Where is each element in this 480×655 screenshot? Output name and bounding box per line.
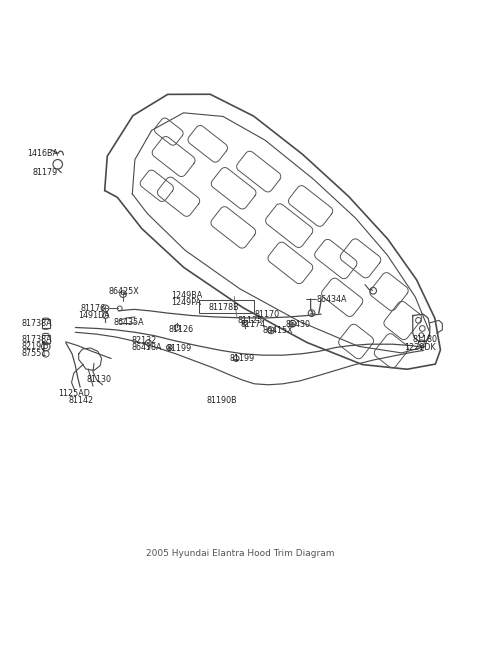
Bar (42, 335, 49, 343)
Text: 81179: 81179 (33, 168, 58, 177)
Text: 81176: 81176 (80, 304, 105, 313)
Text: 81199: 81199 (166, 344, 192, 353)
Bar (199, 300, 254, 313)
Text: 82191: 82191 (22, 342, 47, 351)
Text: 86438A: 86438A (131, 343, 162, 352)
Text: 1125AD: 1125AD (59, 389, 91, 398)
Text: 86425X: 86425X (109, 287, 140, 296)
Text: 81142: 81142 (68, 396, 93, 405)
Text: 81199: 81199 (229, 354, 255, 363)
Text: 81190B: 81190B (206, 396, 237, 405)
Text: 86430: 86430 (285, 320, 311, 329)
Bar (42, 320, 49, 328)
Text: 81180: 81180 (413, 335, 438, 344)
Text: 81174: 81174 (241, 320, 266, 329)
Text: 82132: 82132 (131, 336, 156, 345)
Text: 81125: 81125 (238, 316, 263, 325)
Text: 87551: 87551 (22, 349, 47, 358)
Text: 2005 Hyundai Elantra Hood Trim Diagram: 2005 Hyundai Elantra Hood Trim Diagram (146, 548, 334, 557)
Text: 86415X: 86415X (263, 326, 294, 335)
Text: 1491DA: 1491DA (78, 311, 109, 320)
Text: 86435A: 86435A (114, 318, 144, 328)
Text: 86434A: 86434A (316, 295, 347, 305)
Text: 1229DK: 1229DK (405, 343, 436, 352)
Text: 1249PA: 1249PA (171, 298, 201, 307)
Text: 81178B: 81178B (209, 303, 240, 312)
Text: 81738A: 81738A (22, 319, 52, 328)
Text: 81130: 81130 (86, 375, 111, 384)
Text: 81738A: 81738A (22, 335, 52, 344)
Text: 81170: 81170 (254, 310, 279, 318)
Text: 1249BA: 1249BA (171, 291, 202, 299)
Text: 81126: 81126 (168, 326, 193, 335)
Text: 1416BA: 1416BA (28, 149, 59, 158)
